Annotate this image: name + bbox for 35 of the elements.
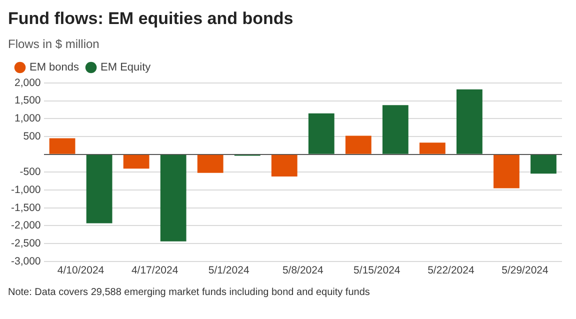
bar xyxy=(49,138,76,154)
y-tick-label: 1,000 xyxy=(14,112,41,125)
bar xyxy=(345,136,372,154)
bar xyxy=(456,89,482,154)
y-tick-label: -2,500 xyxy=(10,237,41,250)
x-tick-label: 5/22/2024 xyxy=(428,264,474,277)
y-tick-label: -500 xyxy=(20,166,41,178)
legend-label: EM Equity xyxy=(100,62,152,74)
chart-subtitle: Flows in $ million xyxy=(8,36,100,53)
bar xyxy=(160,154,186,242)
bar xyxy=(494,154,520,188)
x-tick-label: 5/8/2024 xyxy=(282,264,324,277)
bar xyxy=(419,142,446,154)
y-tick-label: 1,500 xyxy=(14,94,41,107)
bar xyxy=(86,154,112,224)
x-tick-label: 5/1/2024 xyxy=(208,264,250,277)
y-tick-label: 500 xyxy=(23,130,41,142)
x-tick-label: 5/15/2024 xyxy=(354,264,400,277)
y-tick-label: 2,000 xyxy=(14,76,41,89)
bar xyxy=(382,105,408,154)
bar xyxy=(271,154,298,176)
bar xyxy=(308,113,334,154)
x-tick-label: 4/17/2024 xyxy=(131,264,178,277)
x-tick-label: 5/29/2024 xyxy=(502,264,548,277)
y-tick-label: -1,500 xyxy=(10,202,41,214)
y-tick-label: -2,000 xyxy=(10,220,41,232)
y-tick-label: -3,000 xyxy=(10,255,41,268)
text: Note: Data covers 29,588 emerging market funds including bond and equity funds xyxy=(8,286,371,299)
y-tick-label: -1,000 xyxy=(10,184,41,196)
bar xyxy=(530,154,556,174)
legend-label: EM bonds xyxy=(30,62,80,74)
bar xyxy=(123,154,150,169)
chart-title: Fund flows: EM equities and bonds xyxy=(8,8,294,30)
bar xyxy=(197,154,224,173)
x-tick-label: 4/10/2024 xyxy=(57,264,104,277)
